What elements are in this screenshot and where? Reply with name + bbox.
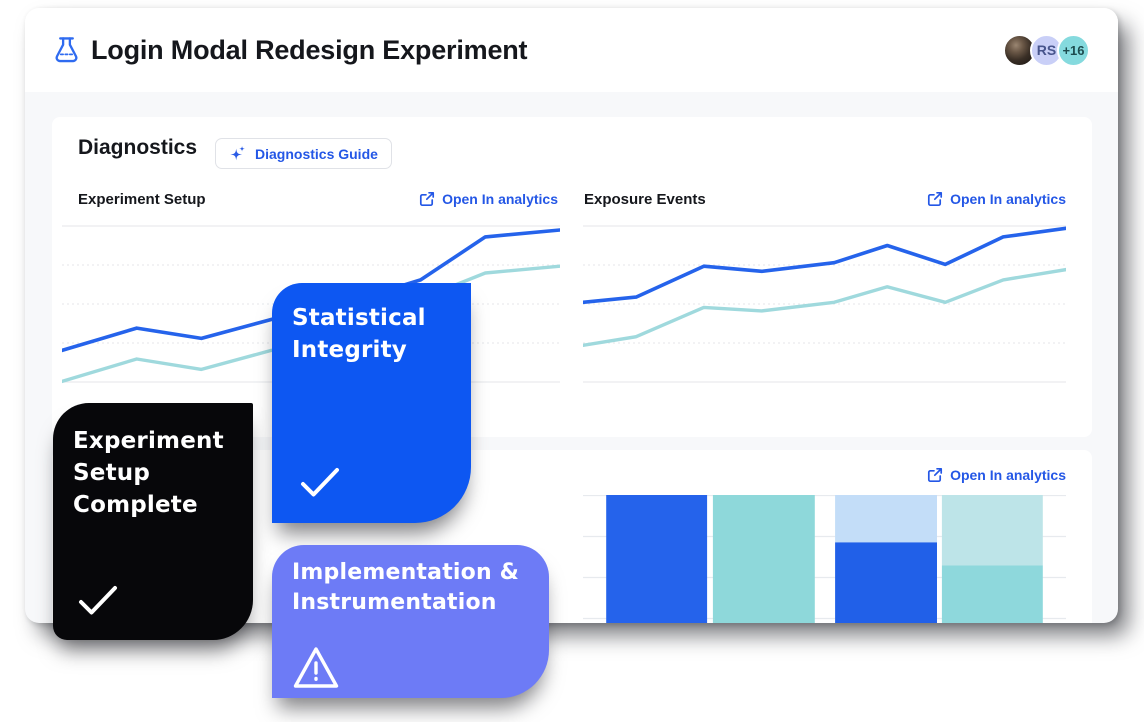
assignment-split-chart [583, 494, 1066, 623]
card-experiment-setup-complete[interactable]: Experiment Setup Complete [53, 403, 253, 640]
card-label: Statistical Integrity [292, 305, 426, 363]
check-icon [301, 468, 339, 497]
diagnostics-panel: Diagnostics Diagnostics Guide Experiment… [52, 117, 1092, 437]
open-in-analytics-link-experiment-setup[interactable]: Open In analytics [419, 191, 558, 207]
diagnostics-heading: Diagnostics [78, 136, 198, 159]
external-link-icon [928, 191, 943, 207]
card-implementation-instrumentation[interactable]: Implementation & Instrumentation [272, 545, 549, 698]
external-link-icon [928, 467, 943, 483]
app-header: Login Modal Redesign Experiment RS +16 [25, 8, 1118, 92]
flask-icon [55, 37, 78, 63]
diagnostics-guide-button[interactable]: Diagnostics Guide [215, 138, 392, 169]
sparkle-icon [230, 145, 245, 160]
card-label: Experiment Setup Complete [73, 428, 224, 518]
check-icon [79, 586, 117, 615]
external-link-icon [420, 191, 435, 207]
open-in-analytics-link-exposure-events[interactable]: Open In analytics [927, 191, 1066, 207]
avatar-group: RS +16 [1003, 33, 1090, 67]
diagnostics-guide-label: Diagnostics Guide [255, 145, 378, 162]
experiment-setup-header: Experiment Setup Open In analytics [78, 190, 558, 208]
page-title: Login Modal Redesign Experiment [91, 34, 528, 65]
card-label: Implementation & Instrumentation [292, 560, 520, 615]
open-in-analytics-label: Open In analytics [950, 191, 1066, 207]
card-statistical-integrity[interactable]: Statistical Integrity [272, 283, 471, 523]
exposure-events-title: Exposure Events [584, 190, 706, 208]
exposure-events-header: Exposure Events Open In analytics [584, 190, 1066, 208]
open-in-analytics-link-assignment[interactable]: Open In analytics [927, 467, 1066, 483]
avatar-overflow-count[interactable]: +16 [1057, 33, 1090, 67]
warning-icon [293, 647, 339, 688]
experiment-setup-title: Experiment Setup [78, 190, 206, 208]
open-in-analytics-label: Open In analytics [950, 467, 1066, 483]
exposure-events-chart [581, 218, 1068, 390]
open-in-analytics-label: Open In analytics [442, 191, 558, 207]
